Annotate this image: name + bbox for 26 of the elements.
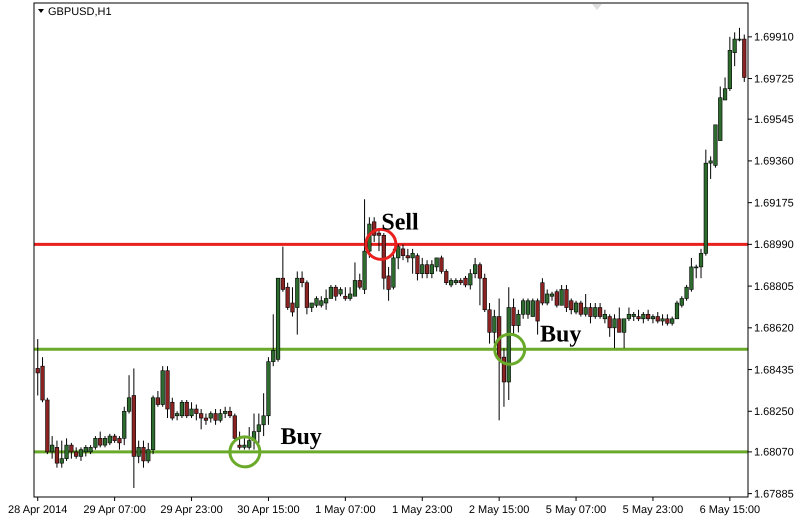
y-tick-label: 1.68620 [754, 322, 794, 335]
annotation: Buy [540, 321, 582, 348]
x-tick-label: 1 May 07:00 [315, 504, 376, 516]
y-tick-label: 1.69910 [754, 32, 794, 44]
x-tick-label: 6 May 15:00 [700, 504, 760, 516]
x-tick-label: 5 May 07:00 [546, 504, 606, 516]
y-tick-label: 1.68805 [754, 280, 794, 293]
y-tick-label: 1.68990 [754, 239, 794, 252]
y-tick-label: 1.69545 [754, 114, 794, 126]
x-tick-label: 30 Apr 15:00 [237, 504, 300, 516]
annotation: Sell [381, 209, 420, 236]
x-tick-label: 2 May 15:00 [468, 504, 530, 516]
chart-title: GBPUSD,H1 [48, 6, 112, 18]
y-tick-label: 1.69175 [754, 197, 794, 210]
x-tick-label: 29 Apr 07:00 [83, 504, 146, 516]
x-tick-label: 28 Apr 2014 [8, 504, 68, 516]
y-tick-label: 1.68250 [754, 406, 794, 418]
x-tick-label: 5 May 23:00 [622, 504, 684, 516]
x-tick-label: 29 Apr 23:00 [160, 504, 223, 516]
y-tick-label: 1.69725 [754, 73, 794, 86]
y-tick-label: 1.67885 [754, 488, 794, 500]
y-tick-label: 1.68070 [754, 446, 794, 459]
annotation: Buy [280, 424, 322, 450]
y-tick-label: 1.69360 [754, 156, 794, 168]
x-tick-label: 1 May 23:00 [392, 504, 453, 516]
y-tick-label: 1.68435 [754, 364, 794, 376]
